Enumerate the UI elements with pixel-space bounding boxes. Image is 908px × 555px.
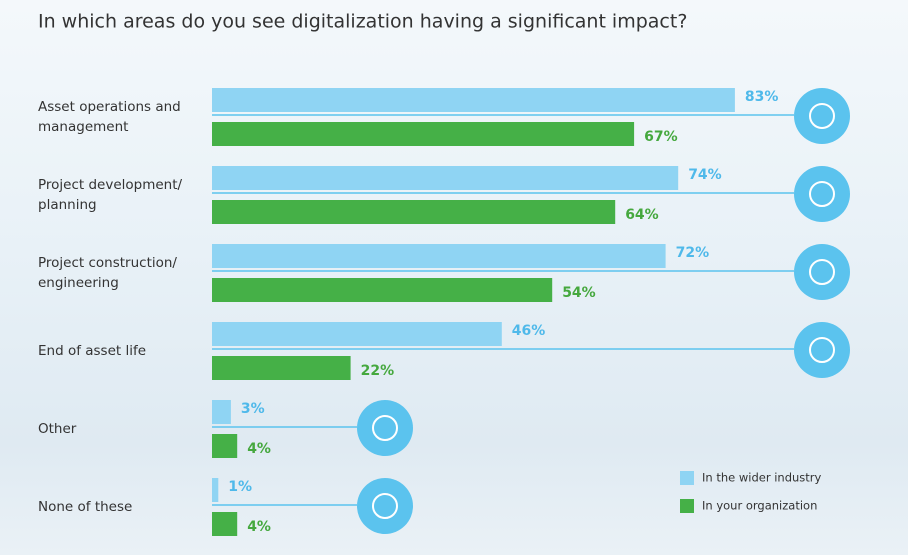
- bar: [212, 512, 238, 536]
- icon-circle: [794, 166, 850, 222]
- category-label: End of asset life: [38, 343, 147, 359]
- icon-glyph: [372, 415, 398, 441]
- value-label: 1%: [228, 479, 252, 495]
- value-label: 46%: [512, 323, 546, 339]
- legend-swatch: [680, 499, 694, 513]
- icon-glyph: [809, 181, 835, 207]
- value-label: 67%: [644, 129, 678, 145]
- icon-glyph: [809, 103, 835, 129]
- bar: [212, 356, 351, 380]
- value-label: 54%: [562, 285, 596, 301]
- icon-circle: [794, 322, 850, 378]
- bar: [212, 478, 219, 502]
- bar: [212, 166, 679, 190]
- value-label: 22%: [361, 363, 395, 379]
- value-label: 3%: [241, 401, 265, 417]
- category-label: Project development/ planning: [38, 177, 183, 213]
- value-label: 4%: [247, 441, 271, 457]
- value-label: 74%: [688, 167, 722, 183]
- legend-label: In your organization: [702, 499, 817, 513]
- bar: [212, 278, 553, 302]
- category-label: Asset operations and management: [38, 99, 181, 135]
- category-label: None of these: [38, 499, 133, 515]
- icon-glyph: [809, 337, 835, 363]
- bar: [212, 322, 502, 346]
- bar: [212, 244, 666, 268]
- icon-circle: [794, 244, 850, 300]
- icon-circle: [357, 478, 413, 534]
- icon-glyph: [372, 493, 398, 519]
- icon-glyph: [809, 259, 835, 285]
- bar: [212, 122, 635, 146]
- icon-circle: [794, 88, 850, 144]
- value-label: 83%: [745, 89, 779, 105]
- category-label: Project construction/ engineering: [38, 255, 177, 291]
- legend-label: In the wider industry: [702, 471, 822, 485]
- icon-circle: [357, 400, 413, 456]
- legend-swatch: [680, 471, 694, 485]
- bar: [212, 434, 238, 458]
- bar: [212, 88, 735, 112]
- value-label: 4%: [247, 519, 271, 535]
- category-label: Other: [38, 421, 77, 437]
- value-label: 72%: [676, 245, 710, 261]
- bar: [212, 200, 616, 224]
- chart-title: In which areas do you see digitalization…: [38, 11, 687, 33]
- value-label: 64%: [625, 207, 659, 223]
- bar: [212, 400, 231, 424]
